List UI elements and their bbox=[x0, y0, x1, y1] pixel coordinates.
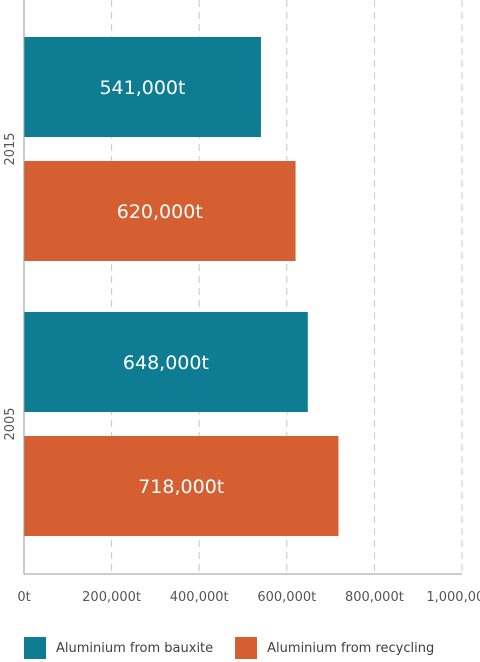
legend-item-recycling: Aluminium from recycling bbox=[235, 637, 434, 659]
legend: Aluminium from bauxite Aluminium from re… bbox=[24, 634, 456, 662]
legend-label-bauxite: Aluminium from bauxite bbox=[56, 640, 214, 656]
legend-swatch-recycling bbox=[235, 637, 258, 659]
bar-value-label: 718,000t bbox=[138, 476, 224, 498]
legend-label-recycling: Aluminium from recycling bbox=[267, 640, 435, 656]
y-category-label: 2005 bbox=[3, 407, 18, 440]
bar-2005-bauxite bbox=[24, 312, 308, 412]
bars: 541,000t 620,000t 648,000t 718,000t bbox=[24, 37, 339, 536]
bar-2005-recycling bbox=[24, 436, 339, 536]
x-tick-label: 0t bbox=[17, 590, 30, 605]
x-tick-label: 600,000t bbox=[257, 590, 316, 605]
bar-2015-recycling bbox=[24, 161, 296, 261]
bar-value-label: 620,000t bbox=[117, 201, 203, 223]
x-tick-label: 200,000t bbox=[82, 590, 141, 605]
axes: 0t 200,000t 400,000t 600,000t 800,000t 1,000,… bbox=[3, 0, 480, 605]
x-tick-label: 400,000t bbox=[170, 590, 229, 605]
legend-swatch-bauxite bbox=[24, 637, 46, 659]
legend-item-bauxite: Aluminium from bauxite bbox=[24, 637, 213, 659]
bar-value-label: 648,000t bbox=[123, 352, 209, 374]
bar-2015-bauxite bbox=[24, 37, 261, 137]
bar-value-label: 541,000t bbox=[99, 77, 185, 99]
x-tick-label: 800,000t bbox=[345, 590, 404, 605]
x-tick-label: 1,000,000t bbox=[426, 590, 480, 605]
y-category-label: 2015 bbox=[3, 132, 18, 165]
